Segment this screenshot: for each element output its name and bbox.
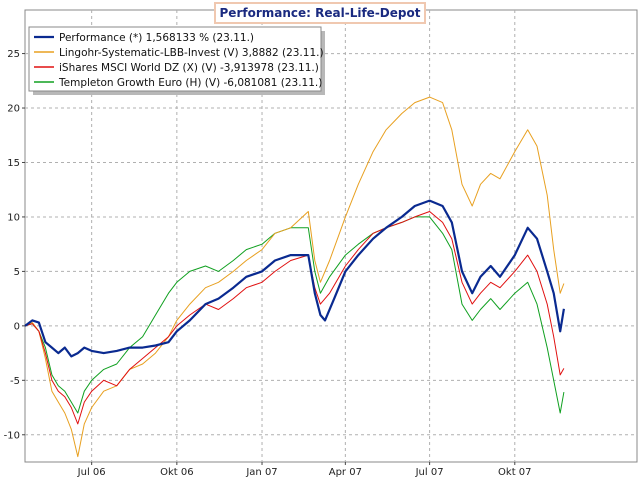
legend-label: Templeton Growth Euro (H) (V) -6,081081 … — [58, 77, 322, 89]
y-tick-label: 25 — [7, 49, 20, 60]
x-tick-label: Jul 06 — [77, 467, 106, 478]
y-tick-label: -10 — [4, 430, 20, 441]
axis-layer: -10 -5 0 5 10 15 20 25 Jul 06 Okt 06 Jan 07 Apr 07 J… — [4, 49, 532, 478]
x-tick-label: Jul 07 — [415, 467, 444, 478]
y-tick-label: -5 — [10, 376, 20, 387]
chart-title: Performance: Real-Life-Depot — [214, 2, 426, 24]
legend-label: Lingohr-Systematic-LBB-Invest (V) 3,8882… — [59, 47, 324, 59]
legend-box — [28, 26, 322, 92]
series-line-3 — [24, 211, 565, 425]
series-line-2 — [24, 96, 565, 458]
y-tick-label: 5 — [14, 267, 20, 278]
x-tick-label: Apr 07 — [329, 467, 362, 478]
x-tick-label: Okt 07 — [498, 467, 532, 478]
y-tick-label: 15 — [7, 158, 20, 169]
series-line-1 — [24, 199, 565, 358]
y-tick-label: 10 — [7, 212, 20, 223]
y-tick-label: 20 — [7, 104, 20, 115]
grid-layer — [25, 10, 637, 462]
y-tick-label: 0 — [14, 321, 20, 332]
series-layer — [24, 96, 565, 458]
legend: Performance (*) 1,568133 % (23.11.) Lingo… — [28, 26, 325, 95]
x-tick-label: Okt 06 — [160, 467, 194, 478]
legend-label: Performance (*) 1,568133 % (23.11.) — [59, 32, 254, 44]
x-tick-label: Jan 07 — [245, 467, 277, 478]
legend-label: iShares MSCI World DZ (X) (V) -3,913978 … — [59, 62, 319, 74]
